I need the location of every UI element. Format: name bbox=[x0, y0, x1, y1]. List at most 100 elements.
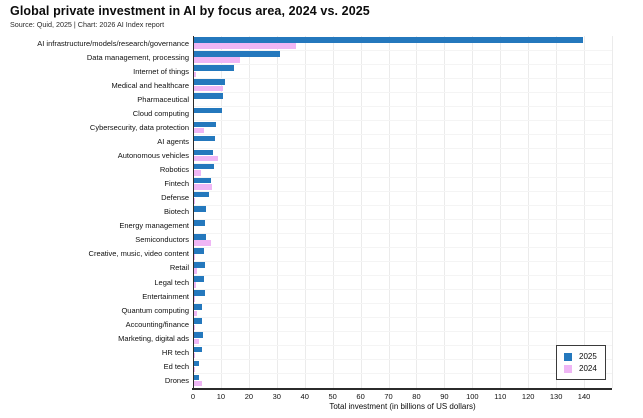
bar-2024 bbox=[193, 240, 211, 246]
bar-2024 bbox=[193, 184, 212, 190]
bar-2025 bbox=[193, 135, 216, 142]
bar-2025 bbox=[193, 248, 204, 254]
x-tick-label: 10 bbox=[216, 391, 226, 401]
row-separator bbox=[193, 260, 612, 262]
legend-swatch-2025-icon bbox=[564, 352, 572, 361]
bar-2025 bbox=[193, 276, 205, 282]
row-separator bbox=[193, 373, 612, 375]
legend-item-2025: 2025 bbox=[564, 352, 605, 361]
gridline-x-130 bbox=[556, 36, 558, 388]
bar-2024 bbox=[193, 380, 202, 387]
bar-2024 bbox=[193, 113, 195, 120]
category-label: HR tech bbox=[161, 347, 189, 357]
bar-2025 bbox=[193, 234, 206, 240]
chart-title: Global private investment in AI by focus… bbox=[10, 4, 370, 18]
category-label: Biotech bbox=[163, 207, 189, 217]
gridline-x-30 bbox=[276, 36, 278, 388]
bar-2024 bbox=[193, 155, 219, 162]
category-label: Cybersecurity, data protection bbox=[89, 122, 189, 132]
category-label: Legal tech bbox=[154, 277, 189, 287]
x-tick-label: 60 bbox=[356, 391, 365, 401]
legend-label-2024: 2024 bbox=[579, 364, 597, 373]
bar-2024 bbox=[193, 282, 197, 288]
category-label: Entertainment bbox=[142, 291, 189, 301]
bar-2024 bbox=[193, 169, 202, 176]
x-tick-label: 120 bbox=[521, 391, 535, 401]
x-tick-label: 80 bbox=[412, 391, 421, 401]
row-separator bbox=[193, 50, 612, 52]
x-axis-label: Total investment (in billions of US doll… bbox=[329, 402, 476, 411]
x-tick-label: 140 bbox=[577, 391, 591, 401]
gridline-x-110 bbox=[500, 36, 502, 388]
x-tick-label: 110 bbox=[494, 391, 507, 401]
category-label: Marketing, digital ads bbox=[118, 333, 189, 343]
row-separator bbox=[193, 218, 612, 220]
row-separator bbox=[193, 303, 612, 305]
bar-2024 bbox=[193, 141, 194, 148]
bar-2025 bbox=[193, 304, 203, 310]
bar-2025 bbox=[193, 37, 583, 43]
category-label: AI infrastructure/models/research/govern… bbox=[37, 38, 189, 48]
bar-2025 bbox=[193, 51, 280, 57]
bar-2024 bbox=[193, 99, 195, 106]
x-tick-label: 0 bbox=[190, 391, 196, 401]
row-separator bbox=[193, 204, 612, 206]
category-label: Autonomous vehicles bbox=[117, 150, 189, 160]
x-tick-label: 90 bbox=[440, 391, 449, 401]
bar-2024 bbox=[193, 57, 241, 64]
category-label: Energy management bbox=[119, 221, 189, 231]
category-label: Semiconductors bbox=[135, 235, 189, 245]
bar-2025 bbox=[193, 332, 204, 339]
bar-2024 bbox=[193, 352, 195, 359]
bar-2024 bbox=[193, 296, 196, 303]
bar-2025 bbox=[193, 79, 226, 85]
category-label: Ed tech bbox=[163, 361, 189, 371]
gridline-x-50 bbox=[332, 36, 334, 388]
row-separator bbox=[193, 317, 612, 319]
gridline-x-100 bbox=[472, 36, 474, 388]
bar-2025 bbox=[193, 219, 205, 226]
gridline-x-90 bbox=[444, 36, 446, 388]
category-label: Defense bbox=[161, 193, 189, 203]
x-tick-label: 20 bbox=[244, 391, 254, 401]
category-label: Accounting/finance bbox=[125, 319, 189, 329]
x-axis-line bbox=[191, 387, 612, 390]
bar-2025 bbox=[193, 149, 214, 156]
bar-2025 bbox=[193, 346, 203, 353]
gridline-x-140 bbox=[584, 36, 586, 388]
row-separator bbox=[193, 162, 612, 164]
chart-source: Source: Quid, 2025 | Chart: 2026 AI Inde… bbox=[10, 20, 165, 29]
row-separator bbox=[193, 331, 612, 333]
gridline-x-120 bbox=[528, 36, 530, 388]
category-label: Medical and healthcare bbox=[111, 80, 189, 90]
x-tick-label: 30 bbox=[272, 391, 281, 401]
gridline-x-20 bbox=[248, 36, 250, 388]
row-separator bbox=[193, 246, 612, 248]
category-label: Robotics bbox=[159, 165, 189, 175]
row-separator bbox=[193, 232, 612, 234]
bar-2024 bbox=[193, 338, 199, 345]
bar-2025 bbox=[193, 107, 223, 114]
row-separator bbox=[193, 134, 612, 136]
bar-2025 bbox=[193, 205, 206, 212]
gridline-x-40 bbox=[304, 36, 306, 388]
bar-2025 bbox=[193, 262, 205, 268]
bar-2024 bbox=[193, 43, 297, 49]
category-label: Retail bbox=[169, 263, 189, 273]
x-tick-label: 40 bbox=[300, 391, 309, 401]
x-tick-label: 50 bbox=[328, 391, 337, 401]
category-label: AI agents bbox=[157, 136, 189, 146]
gridline-x-60 bbox=[360, 36, 362, 388]
bar-2025 bbox=[193, 318, 203, 324]
row-separator bbox=[193, 148, 612, 150]
category-label: Internet of things bbox=[133, 66, 189, 76]
gridline-x-150 bbox=[612, 36, 613, 388]
bar-2024 bbox=[193, 226, 195, 232]
bar-2025 bbox=[193, 360, 200, 367]
row-separator bbox=[193, 120, 612, 122]
gridline-x-10 bbox=[220, 36, 222, 388]
bar-2024 bbox=[193, 366, 196, 373]
gridline-x-70 bbox=[388, 36, 390, 388]
bar-2025 bbox=[193, 177, 211, 184]
